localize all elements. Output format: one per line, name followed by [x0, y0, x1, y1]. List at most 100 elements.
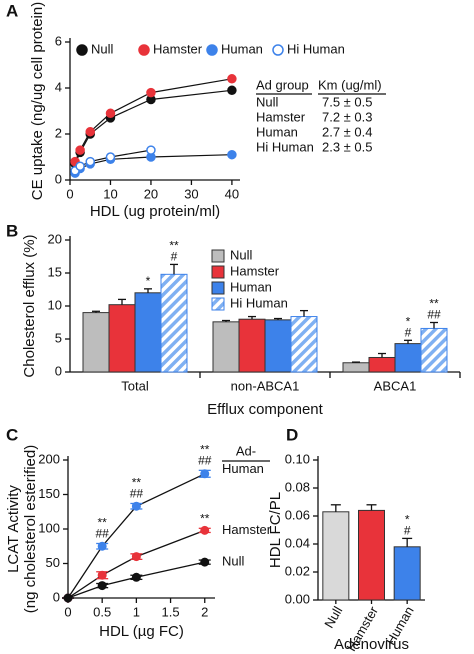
- table-cell: Hamster: [256, 109, 306, 124]
- bar: [264, 319, 292, 373]
- significance-mark: **: [98, 516, 108, 530]
- x-axis-label: HDL (ug protein/ml): [90, 203, 220, 220]
- legend-swatch: [211, 281, 225, 295]
- x-axis-label: Adenovirus: [334, 636, 409, 653]
- y-tick-label: 50: [46, 555, 60, 570]
- y-tick-label: 4: [55, 79, 62, 94]
- bar: [420, 327, 448, 373]
- legend-title: Ad-: [236, 443, 256, 458]
- legend-swatch: [211, 297, 225, 311]
- data-point: [227, 85, 237, 96]
- table-header: Km (ug/ml): [318, 77, 382, 92]
- y-tick-label: 200: [38, 451, 60, 466]
- data-point: [131, 572, 141, 582]
- data-point: [227, 149, 237, 160]
- bar: [160, 273, 188, 373]
- legend-label: Hi Human: [287, 41, 345, 56]
- y-tick-label: 0.02: [285, 563, 310, 578]
- data-point: [85, 156, 95, 167]
- x-tick-label: 1: [133, 604, 140, 619]
- x-tick-label: 0.5: [93, 604, 111, 619]
- legend-label: Human: [221, 41, 263, 56]
- y-axis-label: Cholesterol efflux (%): [21, 234, 38, 377]
- series-label: Hamster: [222, 522, 272, 537]
- series-line: [67, 529, 205, 599]
- y-tick-label: 0.04: [285, 535, 310, 550]
- legend-label: Null: [91, 41, 114, 56]
- bar: [394, 343, 422, 373]
- significance-mark: ##: [130, 487, 144, 501]
- series-label: Null: [222, 554, 245, 569]
- legend-label: Hamster: [230, 263, 280, 278]
- bar: [358, 509, 385, 601]
- legend-marker: [206, 44, 218, 56]
- significance-mark: ##: [427, 308, 441, 322]
- y-tick-label: 0.06: [285, 507, 310, 522]
- table-header: Ad group: [256, 77, 309, 92]
- x-axis-label: Efflux component: [207, 401, 323, 418]
- panel-label: D: [286, 425, 298, 444]
- series-line: [67, 473, 206, 599]
- y-tick-label: 0: [55, 171, 62, 186]
- data-point: [97, 570, 107, 580]
- y-tick-label: 0: [55, 363, 62, 378]
- x-tick-label: Total: [121, 378, 149, 393]
- bar: [82, 312, 110, 373]
- y-tick-label: 5: [55, 330, 62, 345]
- legend-swatch: [211, 249, 225, 263]
- significance-mark: *: [405, 513, 410, 527]
- legend-swatch: [211, 265, 225, 279]
- x-tick-label: Null: [321, 604, 345, 631]
- x-tick-label: 40: [225, 186, 239, 201]
- significance-mark: **: [169, 239, 179, 253]
- significance-mark: ##: [96, 527, 110, 541]
- y-axis-label: (ng cholesterol esterified): [22, 445, 39, 613]
- y-tick-label: 0: [53, 589, 60, 604]
- legend-marker: [138, 44, 150, 56]
- bar: [342, 362, 370, 373]
- y-axis-label: CE uptake (ng/ug cell protein): [29, 2, 46, 200]
- y-axis-label: LCAT Activity: [5, 485, 22, 573]
- x-tick-label: non-ABCA1: [231, 378, 300, 393]
- x-tick-label: 1.5: [162, 604, 180, 619]
- y-tick-label: 0.10: [285, 451, 310, 466]
- x-tick-label: 10: [103, 186, 117, 201]
- y-tick-label: 0.00: [285, 591, 310, 606]
- bar: [238, 318, 266, 373]
- bar: [290, 316, 318, 373]
- data-point: [85, 126, 95, 137]
- y-tick-label: 10: [48, 297, 62, 312]
- data-point: [97, 581, 107, 591]
- x-tick-label: 2: [201, 604, 208, 619]
- data-point: [146, 87, 156, 98]
- significance-mark: **: [200, 443, 210, 457]
- legend-label: Human: [230, 279, 272, 294]
- panel-label: B: [6, 221, 18, 240]
- data-point: [200, 557, 210, 567]
- significance-mark: **: [429, 297, 439, 311]
- y-tick-label: 6: [55, 33, 62, 48]
- bar: [368, 356, 396, 373]
- bar: [134, 292, 162, 373]
- x-tick-label: 20: [144, 186, 158, 201]
- legend-marker: [272, 44, 284, 56]
- table-cell: Null: [256, 94, 279, 109]
- y-tick-label: 150: [38, 486, 60, 501]
- x-tick-label: ABCA1: [374, 378, 417, 393]
- table-cell: 2.3 ± 0.5: [322, 139, 373, 154]
- significance-mark: *: [406, 314, 411, 328]
- legend-marker: [76, 44, 88, 56]
- bar: [322, 511, 350, 601]
- significance-mark: #: [405, 325, 412, 339]
- table-cell: 7.5 ± 0.5: [322, 94, 373, 109]
- data-point: [146, 145, 156, 155]
- series-label: Human: [222, 461, 264, 476]
- x-tick-label: 0: [66, 186, 73, 201]
- table-cell: Hi Human: [256, 139, 314, 154]
- data-point: [105, 152, 116, 162]
- y-tick-label: 100: [38, 520, 60, 535]
- data-point: [200, 469, 210, 479]
- data-point: [75, 161, 85, 171]
- bar: [393, 546, 421, 601]
